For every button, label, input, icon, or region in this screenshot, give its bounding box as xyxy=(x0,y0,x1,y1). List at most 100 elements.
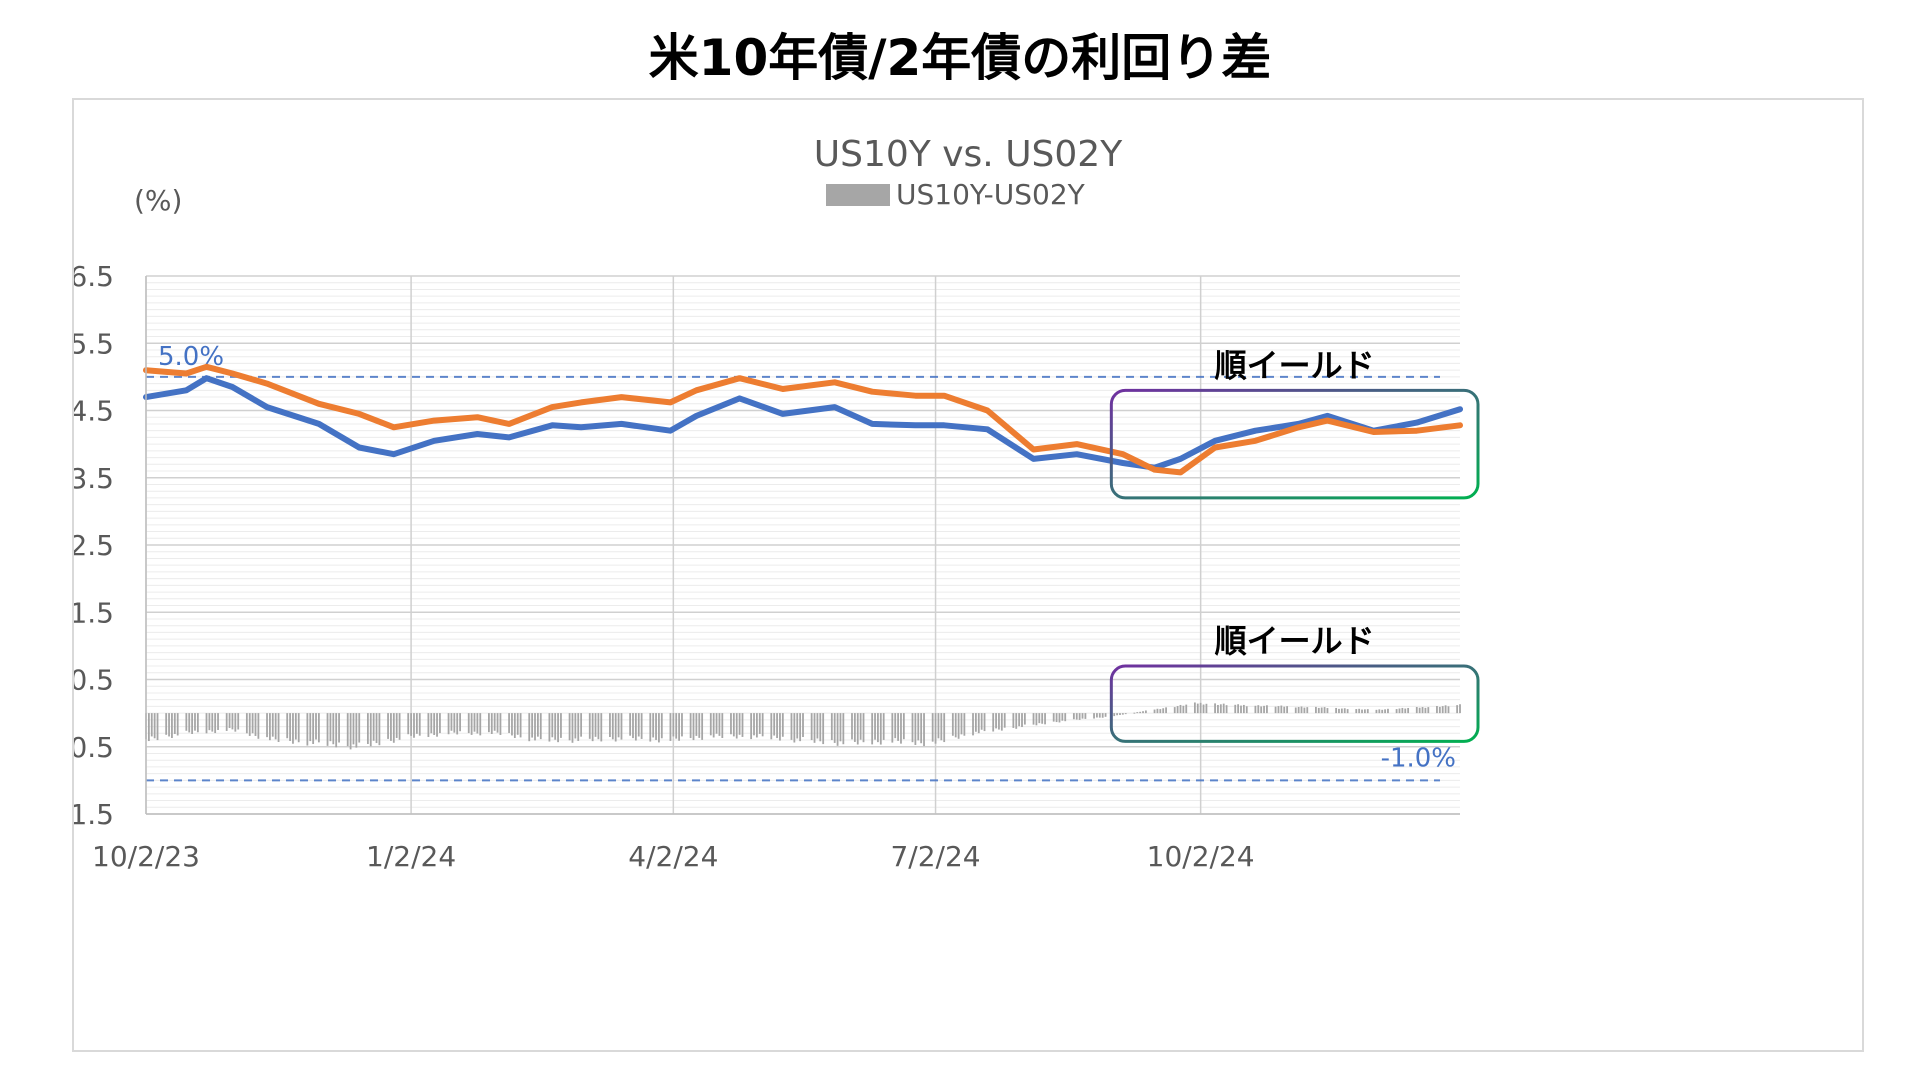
spread-bar xyxy=(1415,707,1418,714)
us02y-point xyxy=(1074,441,1080,447)
y-tick-label: 5.5 xyxy=(74,327,114,360)
spread-bar xyxy=(891,713,894,743)
spread-bar xyxy=(392,713,395,743)
us02y-point xyxy=(1457,422,1463,428)
us02y-point xyxy=(941,393,947,399)
spread-bar xyxy=(1012,713,1015,728)
spread-bar xyxy=(234,713,237,732)
x-tick-label: 4/2/24 xyxy=(628,840,718,873)
spread-bar xyxy=(205,713,208,734)
spread-bar xyxy=(640,713,643,739)
spread-bar xyxy=(1340,708,1343,714)
spread-bar xyxy=(427,713,430,737)
us02y-point xyxy=(1152,467,1158,473)
spread-bar xyxy=(1116,713,1118,716)
spread-bar xyxy=(900,713,902,744)
spread-bar xyxy=(617,713,620,738)
spread-bar xyxy=(269,713,271,741)
spread-bar xyxy=(536,713,539,737)
spread-bar xyxy=(859,713,862,740)
spread-bar xyxy=(1096,713,1098,718)
spread-bar xyxy=(796,713,799,739)
us02y-point xyxy=(984,408,990,413)
us02y-point xyxy=(1120,451,1126,457)
spread-bar xyxy=(715,713,718,734)
spread-bar xyxy=(816,713,819,739)
spread-bar xyxy=(750,713,753,740)
spread-bar xyxy=(1159,709,1162,714)
spread-bar xyxy=(557,713,559,743)
spread-bar xyxy=(513,713,516,739)
us02y-point xyxy=(356,411,362,417)
spread-bar xyxy=(473,713,476,732)
spread-bar xyxy=(871,713,874,745)
spread-bar xyxy=(286,713,289,739)
us02y-point xyxy=(549,404,555,410)
spread-bar xyxy=(1021,713,1023,728)
spread-bar xyxy=(1098,713,1101,718)
spread-bar xyxy=(1438,706,1441,714)
spread-bar xyxy=(672,713,675,737)
spread-bar xyxy=(1326,708,1329,714)
spread-bar xyxy=(681,713,683,737)
spread-bar xyxy=(1355,709,1358,714)
spread-bar xyxy=(1032,713,1035,725)
spread-bar xyxy=(369,713,372,747)
spread-bar xyxy=(271,713,274,737)
spread-bar xyxy=(577,713,580,741)
spread-bar xyxy=(1113,713,1116,717)
spread-bar xyxy=(349,713,352,750)
spread-bar xyxy=(957,713,960,739)
us10y-point xyxy=(391,451,397,457)
chart-frame: 5.0% -1.0% 順イールド 順イールド 6.5 5.5 4.5 3.5 2.5 1.5 0… xyxy=(72,98,1864,1052)
spread-bar xyxy=(274,713,277,740)
spread-bar xyxy=(551,713,554,738)
spread-bar xyxy=(289,713,291,741)
spread-bar xyxy=(346,713,349,747)
us02y-point xyxy=(912,393,918,399)
spread-bar xyxy=(1119,713,1121,715)
spread-bar xyxy=(813,713,816,743)
spread-bar xyxy=(911,713,914,743)
x-tick-label: 1/2/24 xyxy=(366,840,456,873)
spread-bar xyxy=(853,713,856,742)
spread-bar xyxy=(1015,713,1018,729)
us10y-point xyxy=(316,421,322,427)
spread-bar xyxy=(1441,706,1444,714)
spread-bar xyxy=(588,713,591,739)
spread-bar xyxy=(580,713,583,737)
spread-bar xyxy=(277,713,280,742)
spread-bar xyxy=(1072,713,1075,720)
spread-bar xyxy=(882,713,885,740)
spread-bar xyxy=(1260,706,1263,714)
spread-bar xyxy=(1173,707,1176,714)
spread-bar xyxy=(338,713,340,743)
spread-bar xyxy=(1378,709,1381,714)
spread-bar xyxy=(923,713,925,747)
us02y-point xyxy=(578,399,584,405)
spread-bar xyxy=(1254,705,1257,714)
spread-bar xyxy=(358,713,361,743)
spread-bar xyxy=(470,713,473,735)
spread-bar xyxy=(332,713,335,745)
us02y-point xyxy=(1212,444,1218,450)
us02y-point xyxy=(693,387,699,393)
spread-bar xyxy=(833,713,836,743)
spread-bar xyxy=(695,713,698,736)
spread-bar xyxy=(1421,707,1424,714)
spread-bar xyxy=(960,713,963,735)
us10y-point xyxy=(474,431,480,437)
spread-bar xyxy=(1185,704,1188,714)
spread-bar xyxy=(1381,709,1384,714)
chart-title: US10Y vs. US02Y xyxy=(814,134,1123,175)
spread-bar xyxy=(1182,705,1185,714)
spread-bar xyxy=(516,713,519,735)
spread-bar xyxy=(879,713,882,745)
spread-bar xyxy=(830,713,833,741)
spread-bar xyxy=(660,713,663,739)
us10y-point xyxy=(618,421,624,427)
y-tick-label: 3.5 xyxy=(74,462,114,495)
us02y-point xyxy=(204,364,210,370)
spread-bar xyxy=(329,713,332,742)
spread-bar xyxy=(453,713,456,733)
